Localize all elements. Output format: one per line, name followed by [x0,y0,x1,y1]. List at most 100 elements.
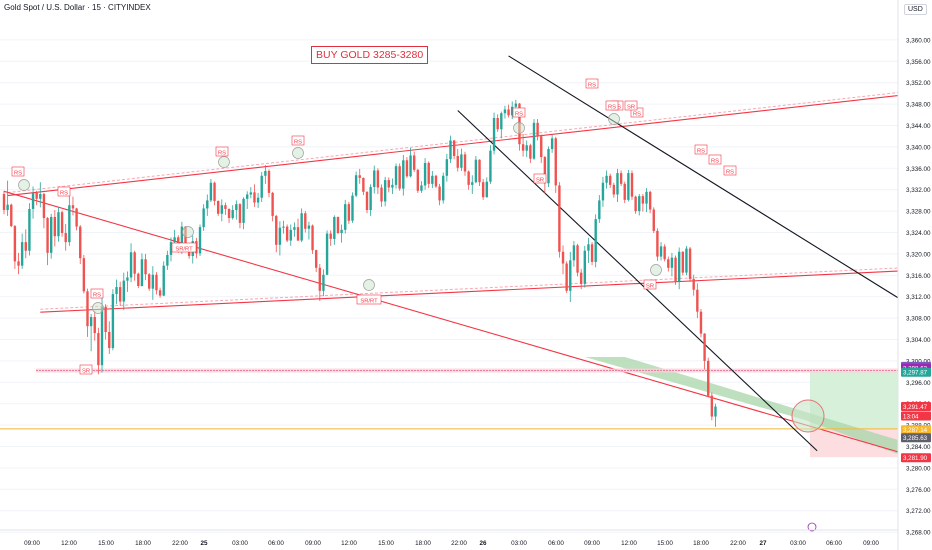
candle-body [692,279,695,290]
candle-body [416,169,420,191]
candle-body [322,274,325,291]
candle-body [325,233,329,275]
candle-body [289,229,292,241]
currency-button[interactable]: USD [904,4,927,15]
candle-body [209,182,213,201]
candle-body [645,191,648,204]
x-tick-label: 18:00 [693,540,709,547]
x-tick-label: 12:00 [341,540,357,547]
price-tag-label: 3,285.63 [903,435,928,442]
candle-body [521,144,525,151]
candle-body [467,171,470,185]
candle-body [677,251,681,282]
x-tick-label: 09:00 [24,540,40,547]
y-tick-label: 3,300.00 [906,358,931,365]
price-tag [901,367,931,377]
y-tick-label: 3,272.00 [906,508,931,515]
marker-box [643,279,657,290]
candle-body [213,182,216,201]
y-tick-label: 3,276.00 [906,487,931,494]
marker-box [90,288,104,299]
candle-body [387,180,390,188]
x-tick-label: 09:00 [863,540,879,547]
candle-body [202,208,205,228]
candle-body [253,192,256,203]
candle-body [57,212,60,237]
candle-body [659,246,663,257]
candle-body [180,226,184,247]
candle-body [601,182,605,201]
price-tag-label: 3,291.47 [903,404,928,411]
pivot-circle [292,147,304,159]
candle-body [536,122,539,137]
marker-label: RS [633,111,641,117]
candle-body [275,215,278,245]
candle-body [155,274,158,291]
candle-body [256,197,260,203]
candle-body [195,241,198,254]
candle-body [133,252,136,274]
candle-body [481,182,485,198]
x-tick-label: 27 [759,540,767,547]
candle-body [598,200,601,220]
candle-body [656,230,659,257]
marker-box [356,294,382,305]
candle-body [89,317,93,327]
candle-body [354,175,358,196]
candle-body [351,195,354,221]
y-tick-label: 3,348.00 [906,102,931,109]
chart-grid [0,39,898,533]
candle-body [576,245,579,273]
candle-body [463,154,467,172]
candle-body [93,317,96,334]
candle-body [60,212,64,234]
candle-body [427,162,430,184]
price-tag-label: 3,281.90 [903,455,928,462]
x-tick-label: 06:00 [826,540,842,547]
candle-body [344,204,347,230]
candle-body [231,210,234,219]
time-axis[interactable]: 09:00 12:00 15:00 18:00 22:00 25 03:00 06:00 09:… [0,529,898,547]
x-tick-label: 26 [479,540,487,547]
candle-body [49,216,53,253]
candle-body [362,177,365,192]
candle-body [685,248,688,273]
candle-body [100,306,104,366]
marker-box [215,146,229,157]
price-tag-label: 3,297.87 [903,370,928,377]
y-tick-label: 3,352.00 [906,80,931,87]
pivot-circle [608,113,620,125]
x-tick-label: 22:00 [172,540,188,547]
candle-body [670,257,674,268]
x-tick-label: 18:00 [135,540,151,547]
y-tick-label: 3,268.00 [906,530,931,537]
price-axis[interactable]: 3,268.00 3,272.00 3,276.00 3,280.00 3,284.00… [897,0,931,550]
buy-annotation: BUY GOLD 3285-3280 [311,46,429,64]
marker-label: RS [726,169,734,175]
marker-label: RS [218,150,226,156]
x-tick-label: 03:00 [790,540,806,547]
candle-body [39,193,42,199]
candle-body [358,175,361,178]
candle-body [398,166,401,189]
candle-body [227,208,231,219]
candle-body [20,242,24,266]
y-tick-label: 3,304.00 [906,337,931,344]
candle-body [166,254,169,266]
candle-body [543,157,547,184]
candle-body [31,192,35,209]
candle-body [376,170,380,188]
candle-body [365,191,369,211]
trend-lines [0,55,899,453]
candle-body [42,193,46,219]
candle-body [452,140,456,156]
marker-label: SR/RT [175,246,193,252]
candle-body [380,187,383,202]
candle-body [652,209,655,231]
candle-body [699,311,703,334]
candle-body [569,260,572,291]
candle-body [17,261,20,266]
candle-body [333,216,336,239]
candle-body [456,155,459,168]
